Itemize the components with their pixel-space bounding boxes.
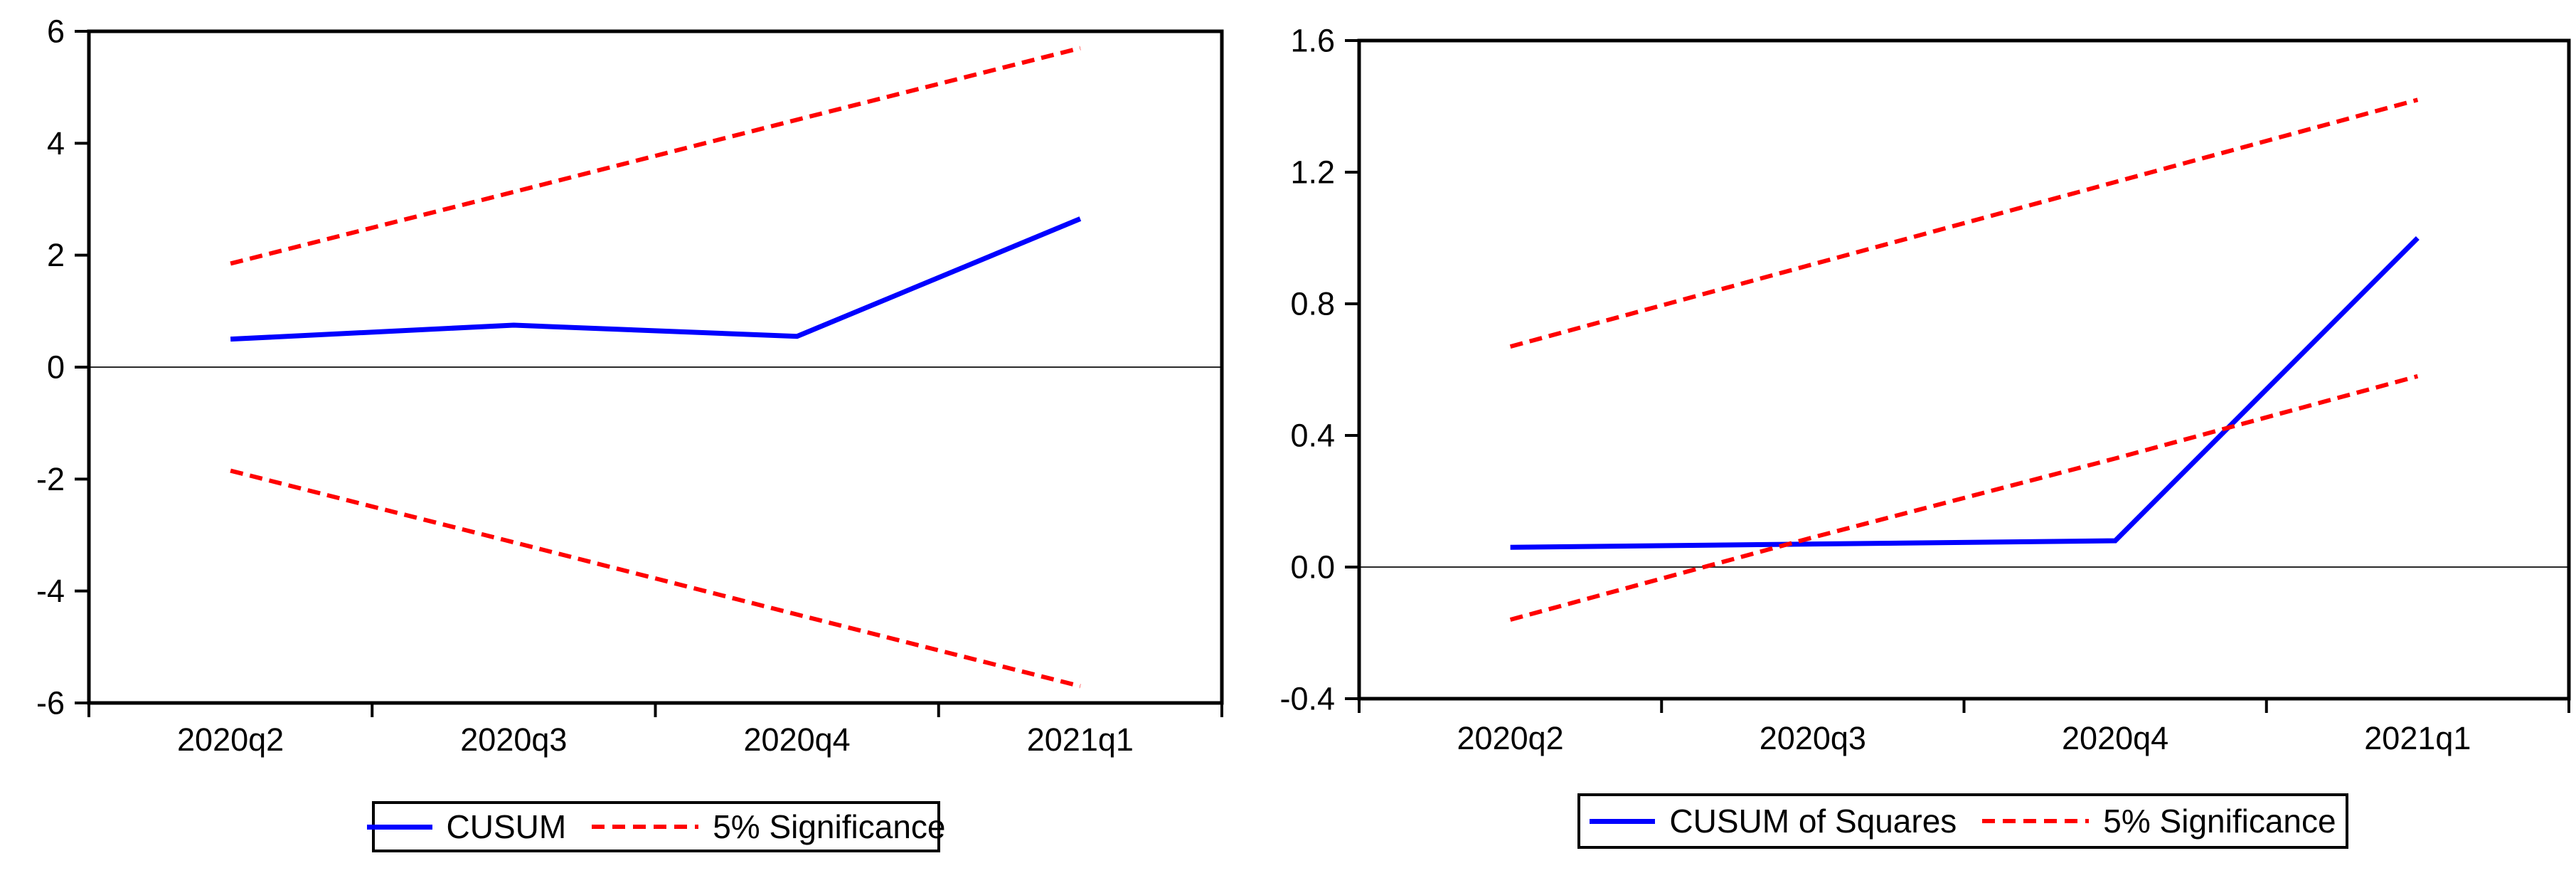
- cusum-squares-legend: CUSUM of Squares 5% Significance: [1577, 793, 2348, 849]
- y-tick-label: 1.2: [1290, 154, 1335, 191]
- legend-item-cusum-squares: CUSUM of Squares: [1590, 802, 1957, 840]
- 5-significance-lower-line: [230, 468, 1081, 689]
- legend-label-significance-right: 5% Significance: [2103, 803, 2336, 840]
- y-tick-label: -4: [36, 573, 65, 609]
- cusum-legend: CUSUM 5% Significance: [366, 801, 946, 852]
- cusum-squares-chart: 1.6 1.2 0.8 0.4 0.0 -0.4 2020q2 2020q3 2020q4 202…: [1279, 23, 2571, 756]
- significance-line-swatch: [592, 825, 699, 829]
- y-tick-label: 0: [47, 349, 65, 386]
- 5-significance-upper-line: [1509, 97, 2419, 349]
- x-tick-label: 2021q1: [2364, 720, 2471, 756]
- y-tick-label: 1.6: [1290, 23, 1335, 59]
- legend-label-significance: 5% Significance: [713, 808, 946, 845]
- cusum-of-squares-line: [1510, 236, 2420, 550]
- y-tick-label: 2: [47, 237, 65, 273]
- x-tick-label: 2020q2: [177, 721, 284, 758]
- y-tick-label: 4: [47, 125, 65, 162]
- cusum-chart: 6 4 2 0 -2 -4 -6 2020q2 2020q3 2020q4 2021q1: [36, 14, 1224, 758]
- y-tick-label: -6: [36, 685, 65, 721]
- 5-significance-upper-line: [230, 46, 1081, 266]
- y-tick-label: 0.8: [1290, 286, 1335, 322]
- x-tick-label: 2020q3: [460, 721, 567, 758]
- x-tick-label: 2020q3: [1760, 720, 1866, 756]
- x-tick-label: 2020q2: [1457, 720, 1564, 756]
- y-tick-label: -0.4: [1279, 681, 1335, 717]
- legend-item-significance-right: 5% Significance: [1982, 802, 2336, 840]
- y-tick-label: 6: [47, 14, 65, 50]
- x-tick-label: 2020q4: [2062, 720, 2168, 756]
- significance-line-swatch-right: [1982, 819, 2090, 823]
- cusum-squares-line-swatch: [1590, 818, 1656, 824]
- x-tick-label: 2020q4: [744, 721, 851, 758]
- y-tick-label: 0.0: [1290, 549, 1335, 586]
- legend-item-cusum: CUSUM: [366, 808, 567, 846]
- legend-item-significance: 5% Significance: [592, 808, 946, 846]
- x-tick-label: 2021q1: [1027, 721, 1134, 758]
- legend-label-cusum: CUSUM: [446, 808, 567, 845]
- y-tick-label: -2: [36, 461, 65, 497]
- legend-label-cusum-squares: CUSUM of Squares: [1669, 803, 1957, 840]
- y-tick-label: 0.4: [1290, 418, 1335, 454]
- 5-significance-lower-line: [1509, 374, 2419, 622]
- cusum-line: [230, 216, 1082, 342]
- cusum-line-swatch: [366, 824, 432, 830]
- plot-frame: [1357, 38, 2571, 701]
